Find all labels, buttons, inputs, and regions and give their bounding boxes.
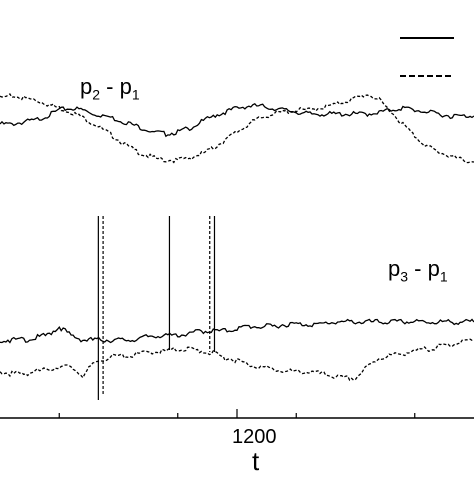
annotation-p3-p1-sub-b: 1: [439, 268, 448, 285]
annotation-p3-p1-main: p: [388, 256, 401, 281]
annotation-p2-p1-sub-a: 2: [92, 86, 101, 103]
annotation-p2-p1-sub-b: 1: [131, 86, 140, 103]
annotation-p2-p1-mid: - p: [100, 74, 132, 99]
series-layer: [0, 93, 474, 400]
annotation-p3-p1-sub-a: 3: [400, 268, 409, 285]
annotation-p3-p1: p3 - p1: [388, 256, 448, 284]
legend: [400, 37, 454, 77]
annotation-p2-p1: p2 - p1: [80, 74, 140, 102]
x-tick-label-1200: 1200: [232, 426, 277, 448]
series-line-panel1-solid: [0, 102, 474, 138]
series-line-panel1-dashed: [0, 93, 474, 164]
annotation-p3-p1-mid: - p: [408, 256, 440, 281]
annotation-p2-p1-main: p: [80, 74, 93, 99]
series-line-panel2-solid: [0, 318, 474, 344]
plot-frame: [0, 409, 474, 419]
series-line-panel2-dashed: [0, 338, 474, 382]
x-axis-label: t: [252, 446, 260, 476]
